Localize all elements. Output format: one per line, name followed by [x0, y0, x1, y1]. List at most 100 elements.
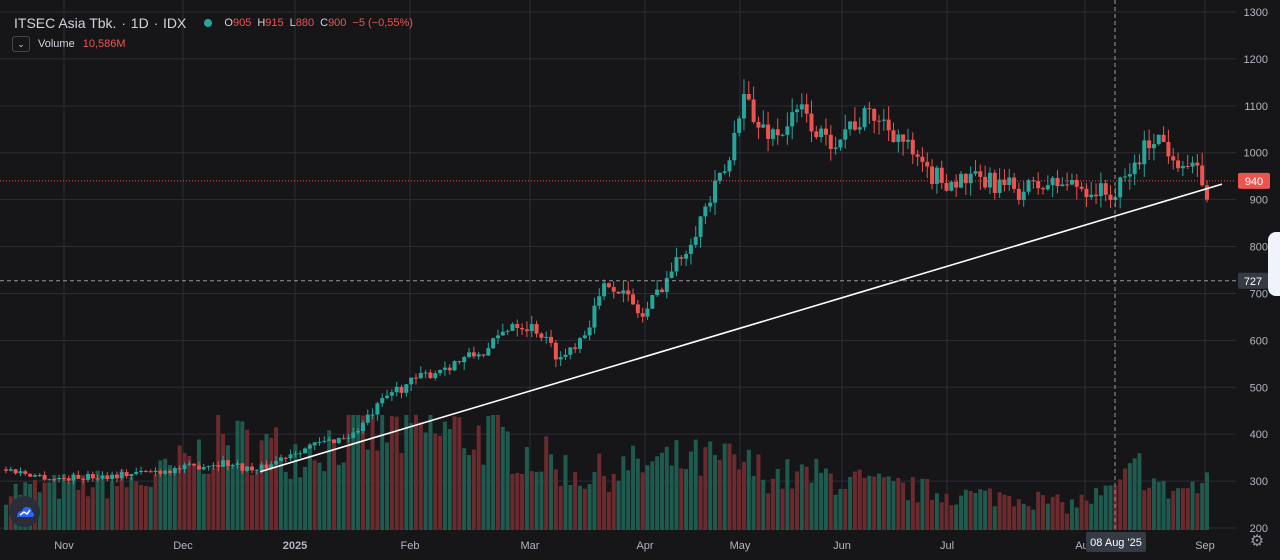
volume-bar [881, 477, 886, 530]
interval[interactable]: 1D [130, 15, 149, 31]
volume-bar [582, 488, 587, 530]
y-tick-label: 1200 [1244, 54, 1268, 66]
volume-bar [312, 460, 317, 530]
candle-body [713, 180, 718, 203]
candle-body [13, 469, 18, 474]
candle-body [1195, 162, 1200, 166]
volume-bar [1127, 463, 1132, 530]
candle-body [1002, 179, 1007, 185]
y-tick-label: 1300 [1244, 7, 1268, 19]
volume-bar [322, 471, 327, 530]
volume-bar [134, 481, 139, 530]
candle-body [23, 471, 28, 474]
symbol-name[interactable]: ITSEC Asia Tbk. [14, 15, 117, 31]
candle-body [1031, 180, 1036, 182]
candle-body [196, 465, 201, 470]
volume-bar [428, 415, 433, 530]
x-tick-label: Jul [940, 540, 954, 552]
volume-bar [635, 458, 640, 530]
candle-body [1055, 177, 1060, 187]
gear-icon[interactable]: ⚙ [1249, 533, 1265, 550]
volume-bar [1055, 494, 1060, 530]
candle-body [934, 167, 939, 184]
candle-body [259, 464, 264, 470]
volume-bar [1166, 498, 1171, 530]
candle-body [129, 474, 134, 477]
volume-bar [949, 505, 954, 530]
volume-bar [838, 489, 843, 530]
candle-body [370, 414, 375, 416]
volume-label: Volume [38, 38, 75, 50]
candle-body [693, 236, 698, 245]
candle-body [457, 361, 462, 363]
candle-body [920, 156, 925, 162]
volume-bar [1002, 494, 1007, 530]
candle-body [1074, 179, 1079, 187]
volume-bars [4, 415, 1209, 530]
volume-bar [606, 491, 611, 530]
volume-bar [611, 474, 616, 530]
volume-bar [336, 464, 341, 530]
volume-bar [1123, 468, 1128, 530]
candle-body [838, 139, 843, 148]
volume-bar [669, 465, 674, 530]
candle-body [741, 94, 746, 119]
candle-body [254, 469, 259, 471]
candle-body [399, 386, 404, 393]
ohlc-open-value: 905 [232, 17, 252, 29]
volume-bar [553, 469, 558, 530]
volume-bar [114, 485, 119, 530]
candle-body [139, 470, 144, 473]
volume-bar [790, 488, 795, 530]
volume-bar [568, 485, 573, 530]
x-tick-label: May [730, 540, 751, 552]
side-panel-toggle[interactable] [1268, 232, 1280, 296]
volume-bar [563, 455, 568, 530]
candle-body [674, 257, 679, 272]
volume-bar [1094, 488, 1099, 530]
volume-bar [708, 441, 713, 530]
volume-bar [693, 439, 698, 530]
candle-body [915, 154, 920, 157]
trendline [259, 183, 1223, 473]
volume-bar [741, 461, 746, 530]
volume-bar [973, 493, 978, 530]
candle-body [471, 352, 476, 357]
candle-body [187, 463, 192, 465]
volume-bar [983, 490, 988, 530]
candle-body [761, 124, 766, 128]
volume-bar [621, 456, 626, 530]
candle-body [283, 457, 288, 459]
volume-bar [857, 469, 862, 530]
logo-icon[interactable] [9, 496, 40, 527]
volume-bar [1012, 506, 1017, 530]
ohlc-close-value: 900 [328, 17, 347, 29]
chevron-down-icon[interactable]: ⌄ [12, 36, 30, 52]
volume-bar [467, 455, 472, 530]
candle-body [544, 336, 549, 338]
y-tick-label: 900 [1250, 195, 1268, 207]
volume-bar [61, 474, 66, 530]
volume-bar [713, 455, 718, 530]
volume-bar [1108, 485, 1113, 530]
volume-bar [901, 482, 906, 530]
volume-bar [283, 471, 288, 530]
candle-body [1171, 156, 1176, 161]
candle-body [81, 478, 86, 480]
crosshair-price-label: 727 [1244, 276, 1262, 288]
candle-body [442, 367, 447, 370]
volume-bar [163, 458, 168, 530]
volume-bar [95, 470, 100, 530]
candle-body [264, 464, 269, 469]
candle-body [698, 216, 703, 237]
volume-bar [867, 475, 872, 530]
volume-bar [418, 422, 423, 530]
crosshair-date-tag [1086, 532, 1146, 552]
candle-body [274, 460, 279, 465]
volume-bar [616, 480, 621, 530]
x-tick-label: Apr [636, 540, 653, 552]
candle-body [756, 121, 761, 128]
candle-body [621, 290, 626, 294]
volume-bar [389, 416, 394, 530]
